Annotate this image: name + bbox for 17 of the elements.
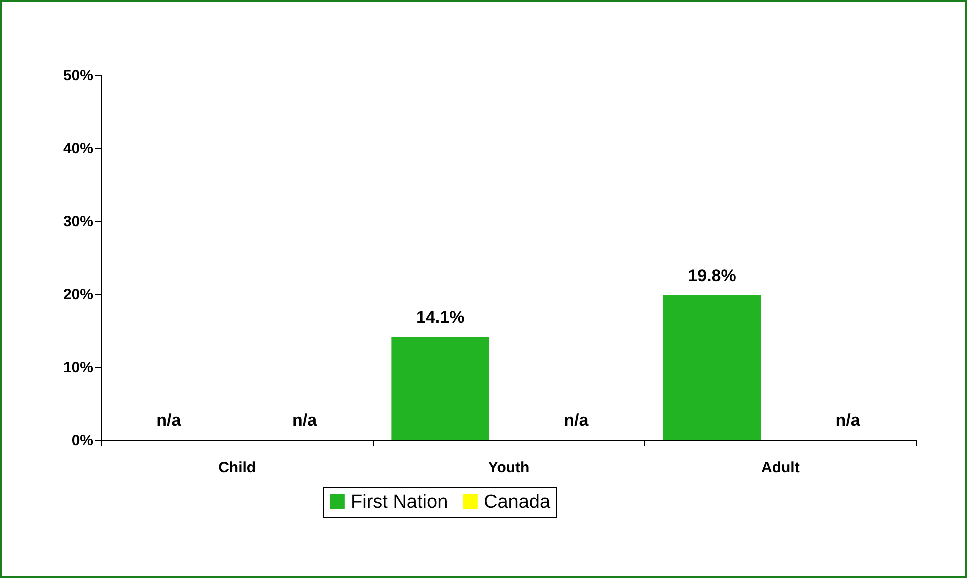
data-label: 14.1% [416, 308, 465, 328]
y-tick-label: 40% [63, 140, 94, 158]
x-tick-label: Youth [488, 460, 530, 476]
text: n/a [292, 411, 318, 430]
data-label: 19.8% [688, 266, 736, 286]
x-tick-label: Adult [762, 460, 800, 476]
legend-label: First Nation [351, 492, 448, 513]
text: n/a [156, 411, 182, 430]
y-tick-label: 10% [63, 360, 94, 376]
text: n/a [564, 411, 589, 430]
y-tick-label: 20% [63, 286, 94, 304]
x-tick-label: Child [218, 460, 256, 476]
text: n/a [836, 411, 860, 430]
y-tick-label: 50% [63, 68, 94, 84]
y-tick-label: 0% [72, 432, 94, 450]
y-tick-label: 30% [63, 214, 94, 230]
legend-label: Canada [484, 492, 551, 513]
